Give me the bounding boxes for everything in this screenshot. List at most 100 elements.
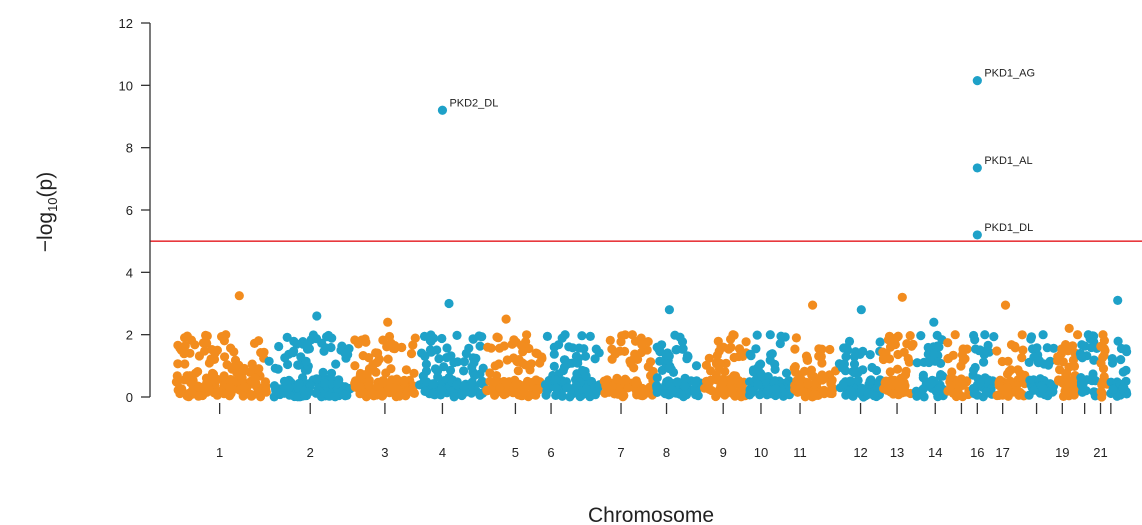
snp-peak-point	[808, 300, 818, 310]
snp-point	[175, 386, 185, 396]
snp-point	[308, 330, 318, 340]
data-points	[171, 291, 1132, 402]
snp-peak-point	[501, 314, 511, 324]
snp-point	[657, 340, 667, 350]
snp-point	[753, 380, 763, 390]
snp-point	[1122, 347, 1132, 357]
snp-point	[250, 373, 260, 383]
snp-point	[814, 344, 824, 354]
snp-point	[1076, 351, 1086, 361]
snp-point	[1077, 387, 1087, 397]
x-tick-label: 12	[853, 445, 867, 460]
highlight-label: PKD2_DL	[449, 97, 498, 109]
snp-point	[629, 363, 639, 373]
snp-point	[208, 369, 219, 379]
snp-point	[449, 358, 459, 368]
x-tick-label: 17	[995, 445, 1009, 460]
snp-point	[247, 359, 257, 369]
snp-point	[790, 344, 800, 354]
snp-point	[646, 357, 656, 367]
snp-point	[817, 374, 827, 384]
snp-point	[765, 355, 775, 365]
snp-point	[729, 352, 739, 363]
snp-point	[1076, 380, 1087, 390]
snp-point	[342, 390, 352, 400]
snp-point	[1069, 390, 1079, 400]
snp-point	[745, 349, 755, 359]
snp-point	[807, 370, 817, 380]
snp-point	[918, 384, 928, 394]
y-axis-title-arg: (p)	[34, 172, 57, 198]
snp-point	[755, 390, 765, 400]
snp-point	[452, 330, 462, 340]
snp-point	[513, 366, 523, 376]
snp-point	[519, 387, 530, 397]
snp-point	[304, 387, 314, 397]
snp-point	[664, 363, 674, 374]
snp-point	[401, 365, 411, 375]
snp-point	[1112, 391, 1122, 401]
snp-point	[734, 344, 745, 354]
snp-point	[925, 355, 935, 365]
snp-point	[858, 365, 868, 375]
snp-point	[320, 378, 330, 388]
snp-point	[420, 351, 430, 361]
snp-point	[752, 330, 762, 340]
snp-point	[770, 364, 780, 374]
snp-point	[311, 388, 321, 398]
snp-point	[190, 340, 200, 350]
snp-point	[882, 385, 892, 395]
snp-point	[279, 376, 290, 386]
snp-point	[751, 344, 761, 354]
x-tick-label: 11	[793, 445, 807, 460]
snp-point	[791, 333, 802, 343]
snp-point	[619, 390, 629, 401]
snp-point	[501, 388, 511, 398]
snp-point	[912, 358, 922, 368]
y-tick-label: 6	[126, 203, 133, 218]
snp-point	[180, 341, 190, 351]
snp-point	[738, 391, 748, 401]
snp-point	[838, 379, 849, 389]
snp-point	[428, 389, 438, 399]
snp-point	[956, 361, 966, 371]
snp-point	[771, 384, 781, 394]
snp-point	[467, 362, 477, 372]
snp-point	[958, 392, 968, 402]
snp-point	[202, 331, 212, 341]
snp-point	[1108, 384, 1118, 394]
snp-point	[574, 343, 584, 353]
snp-point	[899, 378, 909, 388]
snp-point	[1055, 365, 1065, 375]
snp-point	[880, 378, 890, 388]
snp-point	[828, 383, 838, 393]
snp-point	[631, 378, 641, 388]
snp-point	[490, 361, 500, 371]
x-tick-label: 16	[970, 445, 984, 460]
snp-point	[389, 383, 399, 393]
snp-point	[901, 366, 911, 376]
snp-point	[384, 331, 395, 342]
snp-point	[559, 362, 570, 372]
snp-point	[605, 335, 615, 345]
snp-point	[501, 378, 511, 388]
snp-point	[871, 365, 882, 376]
snp-point	[355, 389, 365, 399]
snp-point	[790, 362, 800, 372]
snp-peak-point	[1000, 300, 1011, 310]
highlight-point	[972, 76, 982, 86]
snp-point	[652, 373, 662, 383]
y-tick-label: 2	[126, 328, 133, 343]
snp-point	[421, 366, 432, 376]
snp-point	[172, 377, 182, 388]
snp-point	[516, 340, 527, 351]
highlighted-points: PKD2_DL PKD1_AG PKD1_AL PKD1_DL	[437, 68, 1035, 240]
snp-point	[884, 354, 895, 364]
snp-point	[445, 365, 456, 375]
snp-point	[293, 392, 303, 402]
snp-point	[803, 378, 813, 388]
snp-peak-point	[980, 330, 990, 340]
snp-point	[526, 359, 537, 369]
snp-point	[657, 365, 667, 375]
snp-point	[225, 382, 235, 392]
